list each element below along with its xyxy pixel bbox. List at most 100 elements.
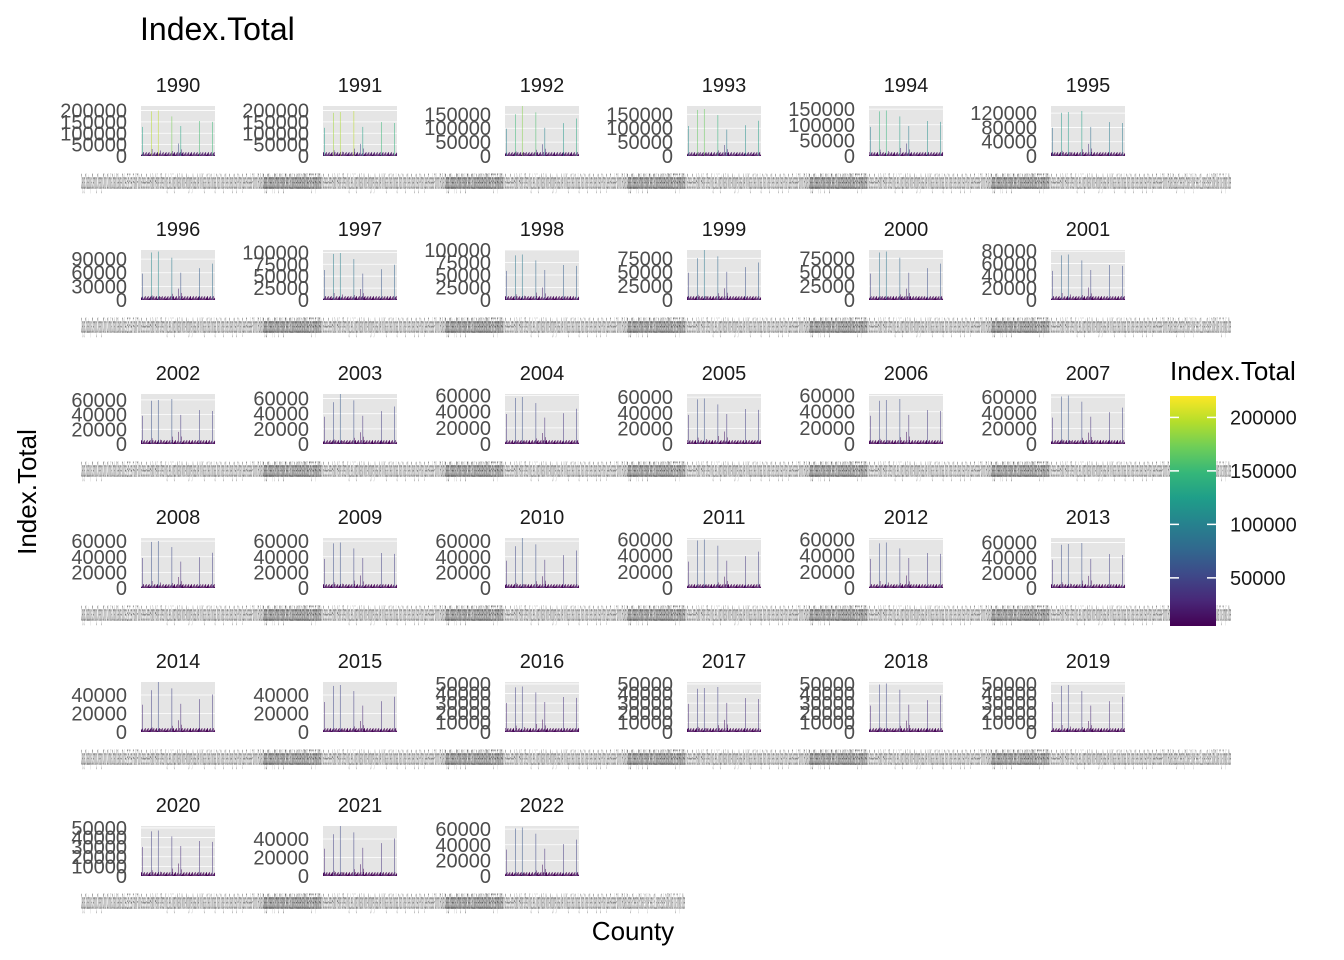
bar (159, 296, 160, 300)
bar (1118, 442, 1119, 444)
bar (523, 586, 525, 588)
bar (883, 155, 885, 156)
bar (358, 154, 359, 156)
bar (712, 153, 714, 156)
bar (941, 296, 942, 300)
bar (182, 152, 184, 156)
bar (736, 730, 738, 732)
bar (524, 728, 526, 732)
bar (155, 586, 157, 588)
bar (328, 153, 329, 156)
bar (898, 296, 900, 300)
bar (568, 440, 570, 444)
bar (935, 585, 936, 588)
y-tick-label: 0 (298, 146, 309, 168)
bar (195, 728, 197, 732)
bar (538, 442, 540, 444)
bar (365, 584, 366, 588)
bar (206, 587, 207, 588)
bar (360, 729, 362, 732)
bar (873, 442, 875, 444)
bar (348, 584, 350, 588)
bar (886, 440, 887, 444)
bar (516, 728, 517, 732)
bar (1067, 395, 1069, 444)
bar (204, 443, 205, 444)
bar (722, 152, 723, 156)
bar (524, 727, 525, 732)
bar (202, 441, 203, 444)
bar (353, 259, 355, 300)
bar (689, 587, 690, 588)
bar (558, 442, 560, 444)
bar (358, 586, 359, 588)
bar (1107, 442, 1108, 444)
bar (747, 153, 748, 156)
bar (530, 584, 532, 588)
bar (333, 150, 335, 156)
bar (570, 584, 572, 588)
bar (528, 584, 529, 588)
bar (882, 584, 883, 588)
facet-strip-label: 2011 (702, 507, 745, 529)
bar (551, 152, 552, 156)
bar (380, 440, 382, 444)
bar (564, 585, 565, 588)
bar (712, 729, 713, 732)
bar (518, 728, 520, 732)
bar (541, 443, 542, 444)
bar (736, 296, 737, 300)
bar (164, 443, 166, 444)
bar (884, 728, 885, 732)
x-tick-labels: Cayuga Chautauqua Chemung Chenango Clint… (627, 601, 867, 626)
bar (552, 586, 553, 588)
bar (756, 152, 758, 156)
bar (1086, 155, 1087, 156)
bar (190, 443, 191, 444)
bar (349, 729, 350, 732)
bar (361, 728, 362, 732)
bar (1108, 297, 1110, 300)
bar (727, 153, 729, 156)
bar (728, 299, 729, 300)
bar (721, 442, 723, 444)
bar (208, 587, 210, 588)
bar (687, 586, 688, 588)
y-tick-label: 50000 (981, 674, 1037, 696)
bar (538, 443, 539, 444)
bar (208, 729, 210, 732)
bar (881, 585, 882, 588)
bar (745, 125, 746, 156)
bar (191, 729, 193, 732)
bar (687, 443, 688, 444)
bar (715, 728, 717, 732)
y-tick-label: 150000 (606, 104, 673, 126)
bar (185, 731, 186, 732)
bar (750, 299, 752, 300)
bar (357, 584, 358, 588)
bar (511, 584, 513, 588)
bar (159, 584, 161, 588)
bar (1100, 155, 1101, 156)
bar (744, 728, 746, 732)
bar (553, 296, 554, 300)
bar (516, 296, 517, 300)
bar (390, 730, 392, 732)
y-tick-label: 75000 (435, 253, 491, 275)
bar (183, 440, 184, 444)
bar (1098, 443, 1099, 444)
bar (1100, 586, 1101, 588)
bar (508, 584, 510, 588)
bar (1095, 154, 1096, 156)
bar (396, 585, 397, 588)
bar (346, 297, 348, 300)
bar (156, 296, 158, 300)
bar (375, 728, 376, 732)
bar (376, 296, 377, 300)
bar (1120, 297, 1121, 300)
bar (180, 561, 182, 588)
bar (373, 152, 375, 156)
bar (179, 585, 180, 588)
bar (752, 729, 753, 732)
bar (328, 731, 329, 732)
